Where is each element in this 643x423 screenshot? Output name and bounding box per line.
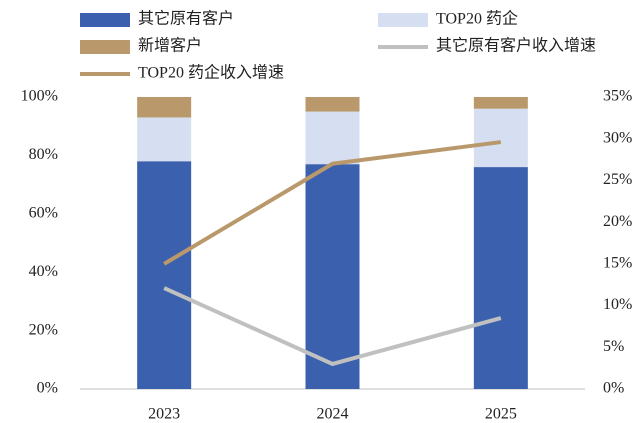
y2-tick-label: 20% [603,213,632,230]
y2-tick-label: 5% [603,338,624,355]
x-tick-label: 2025 [485,406,517,423]
y-tick-label: 0% [37,380,58,397]
legend-swatch [378,13,428,27]
y-tick-label: 100% [21,88,58,105]
legend-label: 其它原有客户 [138,10,234,28]
y-tick-label: 60% [29,204,58,221]
bar-segment [137,97,192,118]
bar-segment [305,111,360,165]
legend-label: TOP20 药企 [436,10,518,28]
y2-tick-label: 15% [603,255,632,272]
bar-segment [473,108,528,168]
legend-swatch [80,13,130,27]
bar-segment [305,97,360,112]
y-tick-label: 20% [29,321,58,338]
legend-label: 其它原有客户收入增速 [436,37,596,55]
bar-segment [473,97,528,109]
x-tick-label: 2024 [317,406,349,423]
bar-segment [305,164,360,389]
y2-tick-label: 35% [603,88,632,105]
legend-swatch [80,40,130,54]
x-tick-label: 2023 [148,406,180,423]
y-tick-label: 40% [29,263,58,280]
y-tick-label: 80% [29,146,58,163]
y2-tick-label: 25% [603,171,632,188]
y2-tick-label: 10% [603,296,632,313]
line-series [163,286,502,367]
bar-segment [137,117,192,162]
legend-label: 新增客户 [138,37,202,55]
legend-label: TOP20 药企收入增速 [138,64,284,82]
y2-tick-label: 30% [603,129,632,146]
line-series [163,140,502,266]
bar-segment [473,167,528,389]
bar-segment [137,161,192,389]
y2-tick-label: 0% [603,380,624,397]
